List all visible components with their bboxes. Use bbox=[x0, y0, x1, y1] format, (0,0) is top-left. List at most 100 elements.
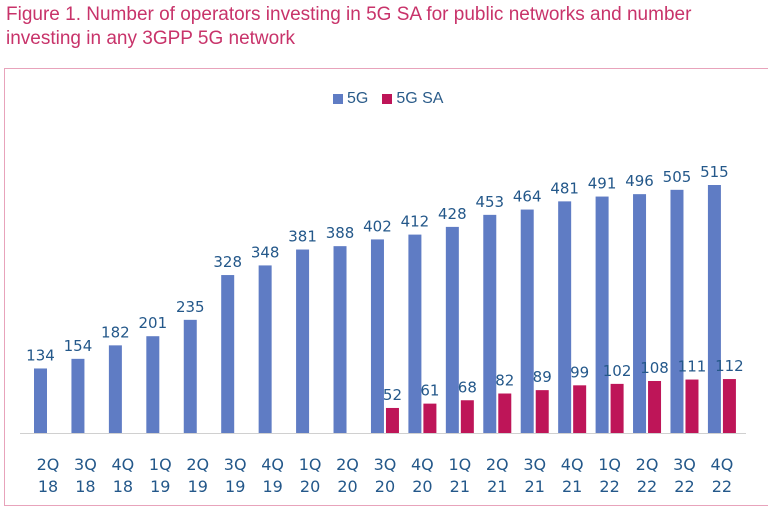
bar-5g-sa bbox=[385, 407, 399, 433]
data-label-5g-sa: 102 bbox=[603, 362, 632, 380]
bar-5g-sa bbox=[498, 393, 512, 433]
x-tick-label-year: 22 bbox=[674, 477, 694, 496]
x-tick-label-year: 20 bbox=[300, 477, 320, 496]
data-label-5g: 201 bbox=[138, 314, 167, 332]
x-tick-label-quarter: 1Q bbox=[149, 455, 172, 474]
x-tick-label-quarter: 3Q bbox=[673, 455, 696, 474]
data-label-5g: 453 bbox=[475, 193, 504, 211]
x-tick-label-quarter: 4Q bbox=[261, 455, 284, 474]
data-label-5g-sa: 108 bbox=[640, 359, 669, 377]
bar-5g-sa bbox=[685, 379, 699, 433]
legend-swatch-5g-sa bbox=[382, 94, 393, 104]
data-label-5g-sa: 82 bbox=[495, 372, 514, 390]
data-label-5g-sa: 99 bbox=[570, 363, 589, 381]
data-label-5g-sa: 89 bbox=[533, 368, 552, 386]
bar-5g bbox=[408, 234, 422, 433]
bar-5g bbox=[183, 319, 197, 433]
x-tick-label-year: 20 bbox=[337, 477, 357, 496]
x-tick-label-quarter: 3Q bbox=[523, 455, 546, 474]
data-label-5g: 182 bbox=[101, 323, 130, 341]
legend-item-5g-sa: 5G SA bbox=[382, 90, 443, 108]
x-tick-label-year: 22 bbox=[599, 477, 619, 496]
x-tick-label-quarter: 4Q bbox=[711, 455, 734, 474]
legend: 5G 5G SA bbox=[333, 90, 443, 108]
x-tick-label-quarter: 2Q bbox=[636, 455, 659, 474]
x-tick-label-quarter: 4Q bbox=[561, 455, 584, 474]
x-tick-label-year: 21 bbox=[450, 477, 470, 496]
x-tick-label-quarter: 3Q bbox=[224, 455, 247, 474]
x-tick-label-quarter: 1Q bbox=[299, 455, 322, 474]
data-label-5g: 428 bbox=[438, 205, 467, 223]
legend-swatch-5g bbox=[333, 94, 343, 104]
x-tick-label-year: 19 bbox=[262, 477, 282, 496]
bar-5g bbox=[258, 265, 272, 433]
bar-5g bbox=[445, 226, 459, 433]
bar-5g-sa bbox=[423, 403, 437, 433]
bar-5g bbox=[633, 194, 647, 433]
x-tick-label-quarter: 1Q bbox=[598, 455, 621, 474]
x-tick-label-year: 22 bbox=[712, 477, 732, 496]
bar-5g bbox=[558, 201, 572, 433]
x-tick-label-quarter: 3Q bbox=[74, 455, 97, 474]
x-tick-label-year: 20 bbox=[412, 477, 432, 496]
bar-5g bbox=[221, 275, 235, 433]
bar-5g bbox=[296, 249, 310, 433]
bar-5g bbox=[707, 185, 721, 433]
x-tick-label-year: 19 bbox=[225, 477, 245, 496]
data-label-5g: 348 bbox=[251, 243, 280, 261]
x-tick-label-quarter: 1Q bbox=[448, 455, 471, 474]
bar-5g-sa bbox=[648, 380, 662, 433]
x-tick-label-year: 21 bbox=[525, 477, 545, 496]
legend-label-5g: 5G bbox=[347, 90, 369, 107]
data-label-5g: 515 bbox=[700, 163, 729, 181]
x-tick-label-quarter: 2Q bbox=[37, 455, 60, 474]
bar-5g bbox=[34, 368, 47, 433]
bar-5g bbox=[370, 239, 384, 433]
data-label-5g: 134 bbox=[26, 346, 55, 364]
bar-5g-sa bbox=[573, 385, 587, 433]
x-tick-label-quarter: 4Q bbox=[411, 455, 434, 474]
chart-frame bbox=[4, 68, 768, 506]
bar-5g bbox=[520, 209, 534, 433]
x-tick-label-quarter: 4Q bbox=[111, 455, 134, 474]
data-label-5g-sa: 68 bbox=[458, 378, 477, 396]
x-tick-label-year: 19 bbox=[150, 477, 170, 496]
data-label-5g: 491 bbox=[588, 175, 617, 193]
data-label-5g: 388 bbox=[326, 224, 355, 242]
legend-label-5g-sa: 5G SA bbox=[396, 90, 444, 107]
data-label-5g: 381 bbox=[288, 228, 317, 246]
bar-5g bbox=[670, 189, 684, 433]
x-tick-label-year: 21 bbox=[562, 477, 582, 496]
bar-5g bbox=[108, 345, 122, 433]
x-tick-label-year: 18 bbox=[38, 477, 58, 496]
data-label-5g: 235 bbox=[176, 298, 205, 316]
x-tick-label-quarter: 2Q bbox=[336, 455, 359, 474]
data-label-5g: 505 bbox=[663, 168, 692, 186]
bar-5g-sa bbox=[610, 383, 624, 433]
bar-5g bbox=[483, 214, 497, 433]
data-label-5g: 464 bbox=[513, 188, 542, 206]
data-label-5g: 154 bbox=[64, 337, 93, 355]
x-tick-label-year: 19 bbox=[188, 477, 208, 496]
figure-title: Figure 1. Number of operators investing … bbox=[6, 4, 692, 49]
data-label-5g-sa: 111 bbox=[678, 358, 707, 376]
bar-5g bbox=[333, 246, 347, 433]
data-label-5g: 402 bbox=[363, 217, 392, 235]
x-tick-label-quarter: 2Q bbox=[486, 455, 509, 474]
bar-5g bbox=[146, 336, 160, 433]
x-tick-label-year: 21 bbox=[487, 477, 507, 496]
data-label-5g-sa: 52 bbox=[383, 386, 402, 404]
x-tick-label-year: 18 bbox=[75, 477, 95, 496]
bar-5g bbox=[595, 196, 609, 433]
x-tick-label-year: 18 bbox=[113, 477, 133, 496]
data-label-5g-sa: 61 bbox=[420, 382, 439, 400]
bar-5g-sa bbox=[535, 390, 549, 433]
data-label-5g: 481 bbox=[550, 179, 579, 197]
x-tick-label-quarter: 3Q bbox=[374, 455, 397, 474]
bar-5g-sa bbox=[460, 400, 474, 433]
x-tick-label-year: 20 bbox=[375, 477, 395, 496]
legend-item-5g: 5G bbox=[333, 90, 368, 108]
data-label-5g: 496 bbox=[625, 172, 654, 190]
bar-5g-sa bbox=[722, 379, 736, 433]
